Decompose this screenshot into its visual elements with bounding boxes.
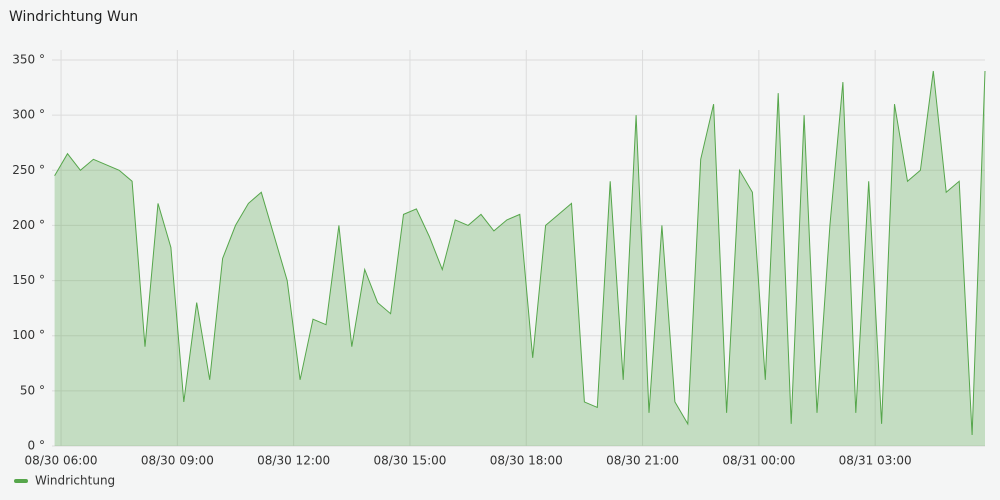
legend-label: Windrichtung bbox=[35, 474, 115, 488]
x-tick-label: 08/30 09:00 bbox=[141, 454, 214, 468]
y-tick-label: 350 ° bbox=[12, 53, 45, 67]
y-tick-label: 250 ° bbox=[12, 163, 45, 177]
x-tick-label: 08/30 15:00 bbox=[373, 454, 446, 468]
chart-title: Windrichtung Wun bbox=[9, 9, 138, 25]
y-tick-label: 200 ° bbox=[12, 218, 45, 232]
series-line bbox=[54, 70, 986, 436]
y-tick-label: 150 ° bbox=[12, 273, 45, 287]
x-tick-label: 08/30 18:00 bbox=[490, 454, 563, 468]
x-tick-label: 08/30 06:00 bbox=[25, 454, 98, 468]
x-tick-label: 08/31 00:00 bbox=[722, 454, 795, 468]
x-tick-label: 08/30 12:00 bbox=[257, 454, 330, 468]
area-fill bbox=[54, 71, 986, 446]
y-tick-label: 100 ° bbox=[12, 328, 45, 342]
x-tick-label: 08/30 21:00 bbox=[606, 454, 679, 468]
y-tick-label: 0 ° bbox=[28, 439, 45, 453]
legend-swatch bbox=[14, 479, 28, 483]
y-tick-label: 50 ° bbox=[20, 383, 45, 397]
y-tick-label: 300 ° bbox=[12, 108, 45, 122]
x-tick-label: 08/31 03:00 bbox=[839, 454, 912, 468]
